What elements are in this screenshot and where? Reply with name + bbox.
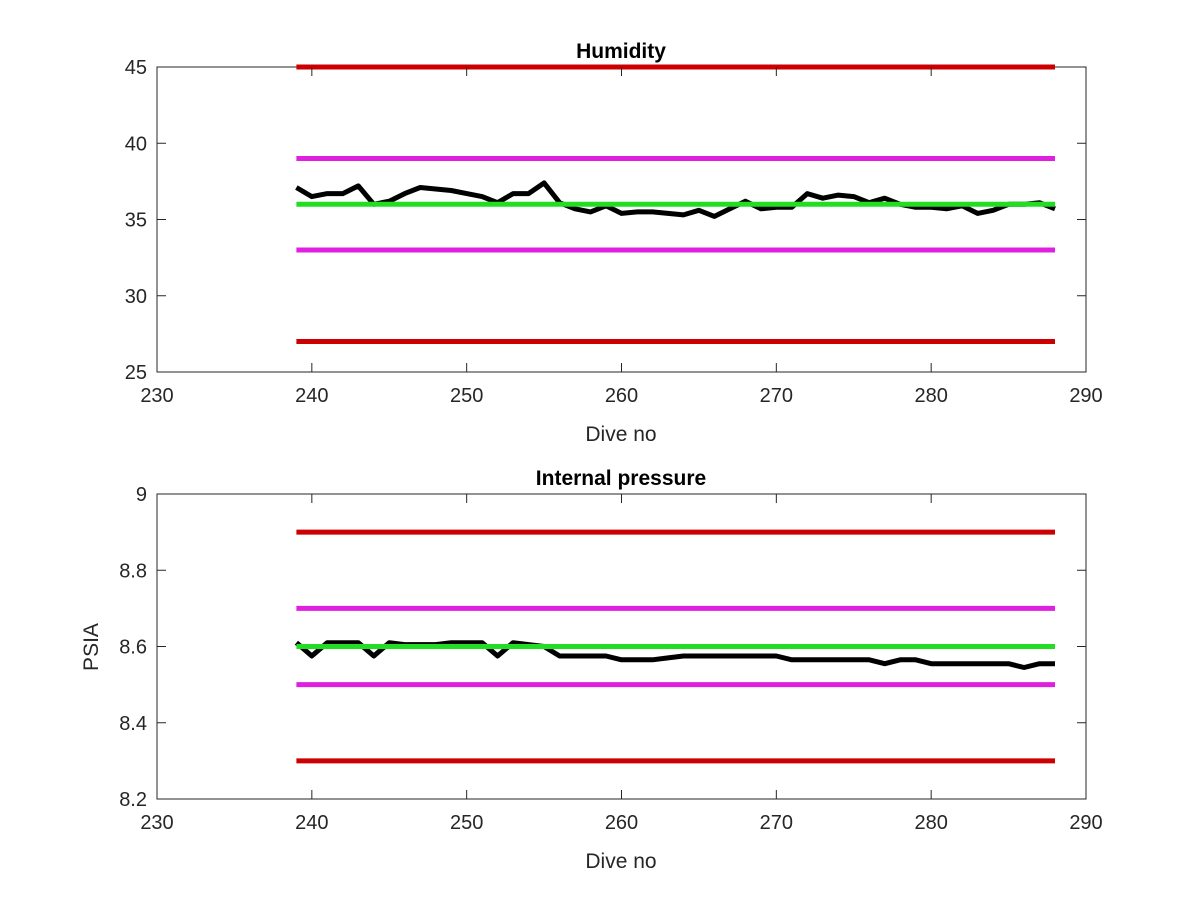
internal-pressure-x-tick-label: 250 [450, 812, 483, 834]
internal-pressure-y-tick-label: 9 [136, 484, 147, 506]
humidity-x-tick-label: 230 [140, 385, 173, 407]
internal-pressure-series-layer [294, 529, 1055, 764]
humidity-x-tick-label: 260 [605, 385, 638, 407]
humidity-y-tick-label: 30 [125, 286, 147, 308]
internal-pressure-title: Internal pressure [536, 467, 706, 490]
humidity-y-tick-label: 35 [125, 210, 147, 232]
internal-pressure-plot: 230 240 250 260 270 280 290 8.2 8.4 8.6 8.8 9 Inter… [80, 467, 1103, 873]
internal-pressure-x-tick-label: 230 [140, 812, 173, 834]
humidity-series-line-2 [295, 180, 1056, 219]
humidity-tick-layer: 230 240 250 260 270 280 290 25 30 35 40 45 [125, 57, 1103, 407]
internal-pressure-x-tick-label: 280 [914, 812, 947, 834]
humidity-y-tick-label: 45 [125, 57, 147, 79]
internal-pressure-tick-layer: 230 240 250 260 270 280 290 8.2 8.4 8.6 8.8 9 [119, 484, 1103, 834]
internal-pressure-x-tick-label: 260 [605, 812, 638, 834]
humidity-x-tick-label: 250 [450, 385, 483, 407]
humidity-y-tick-label: 40 [125, 133, 147, 155]
internal-pressure-y-tick-label: 8.2 [119, 789, 147, 811]
internal-pressure-x-tick-label: 290 [1069, 812, 1102, 834]
humidity-x-tick-label: 280 [914, 385, 947, 407]
humidity-x-tick-label: 270 [760, 385, 793, 407]
internal-pressure-x-tick-label: 270 [760, 812, 793, 834]
humidity-plot: 230 240 250 260 270 280 290 25 30 35 40 45 Humidity… [125, 40, 1103, 446]
humidity-y-tick-label: 25 [125, 362, 147, 384]
internal-pressure-x-axis-label: Dive no [585, 850, 656, 873]
internal-pressure-y-tick-label: 8.8 [119, 560, 147, 582]
internal-pressure-x-tick-label: 240 [295, 812, 328, 834]
internal-pressure-y-tick-label: 8.6 [119, 637, 147, 659]
humidity-x-tick-label: 290 [1069, 385, 1102, 407]
humidity-axes-box [156, 66, 1087, 373]
internal-pressure-y-axis-label: PSIA [80, 623, 103, 671]
humidity-x-axis-label: Dive no [585, 423, 656, 446]
internal-pressure-y-tick-label: 8.4 [119, 713, 147, 735]
humidity-title: Humidity [576, 40, 666, 63]
humidity-series-layer [295, 64, 1056, 344]
humidity-x-tick-label: 240 [295, 385, 328, 407]
